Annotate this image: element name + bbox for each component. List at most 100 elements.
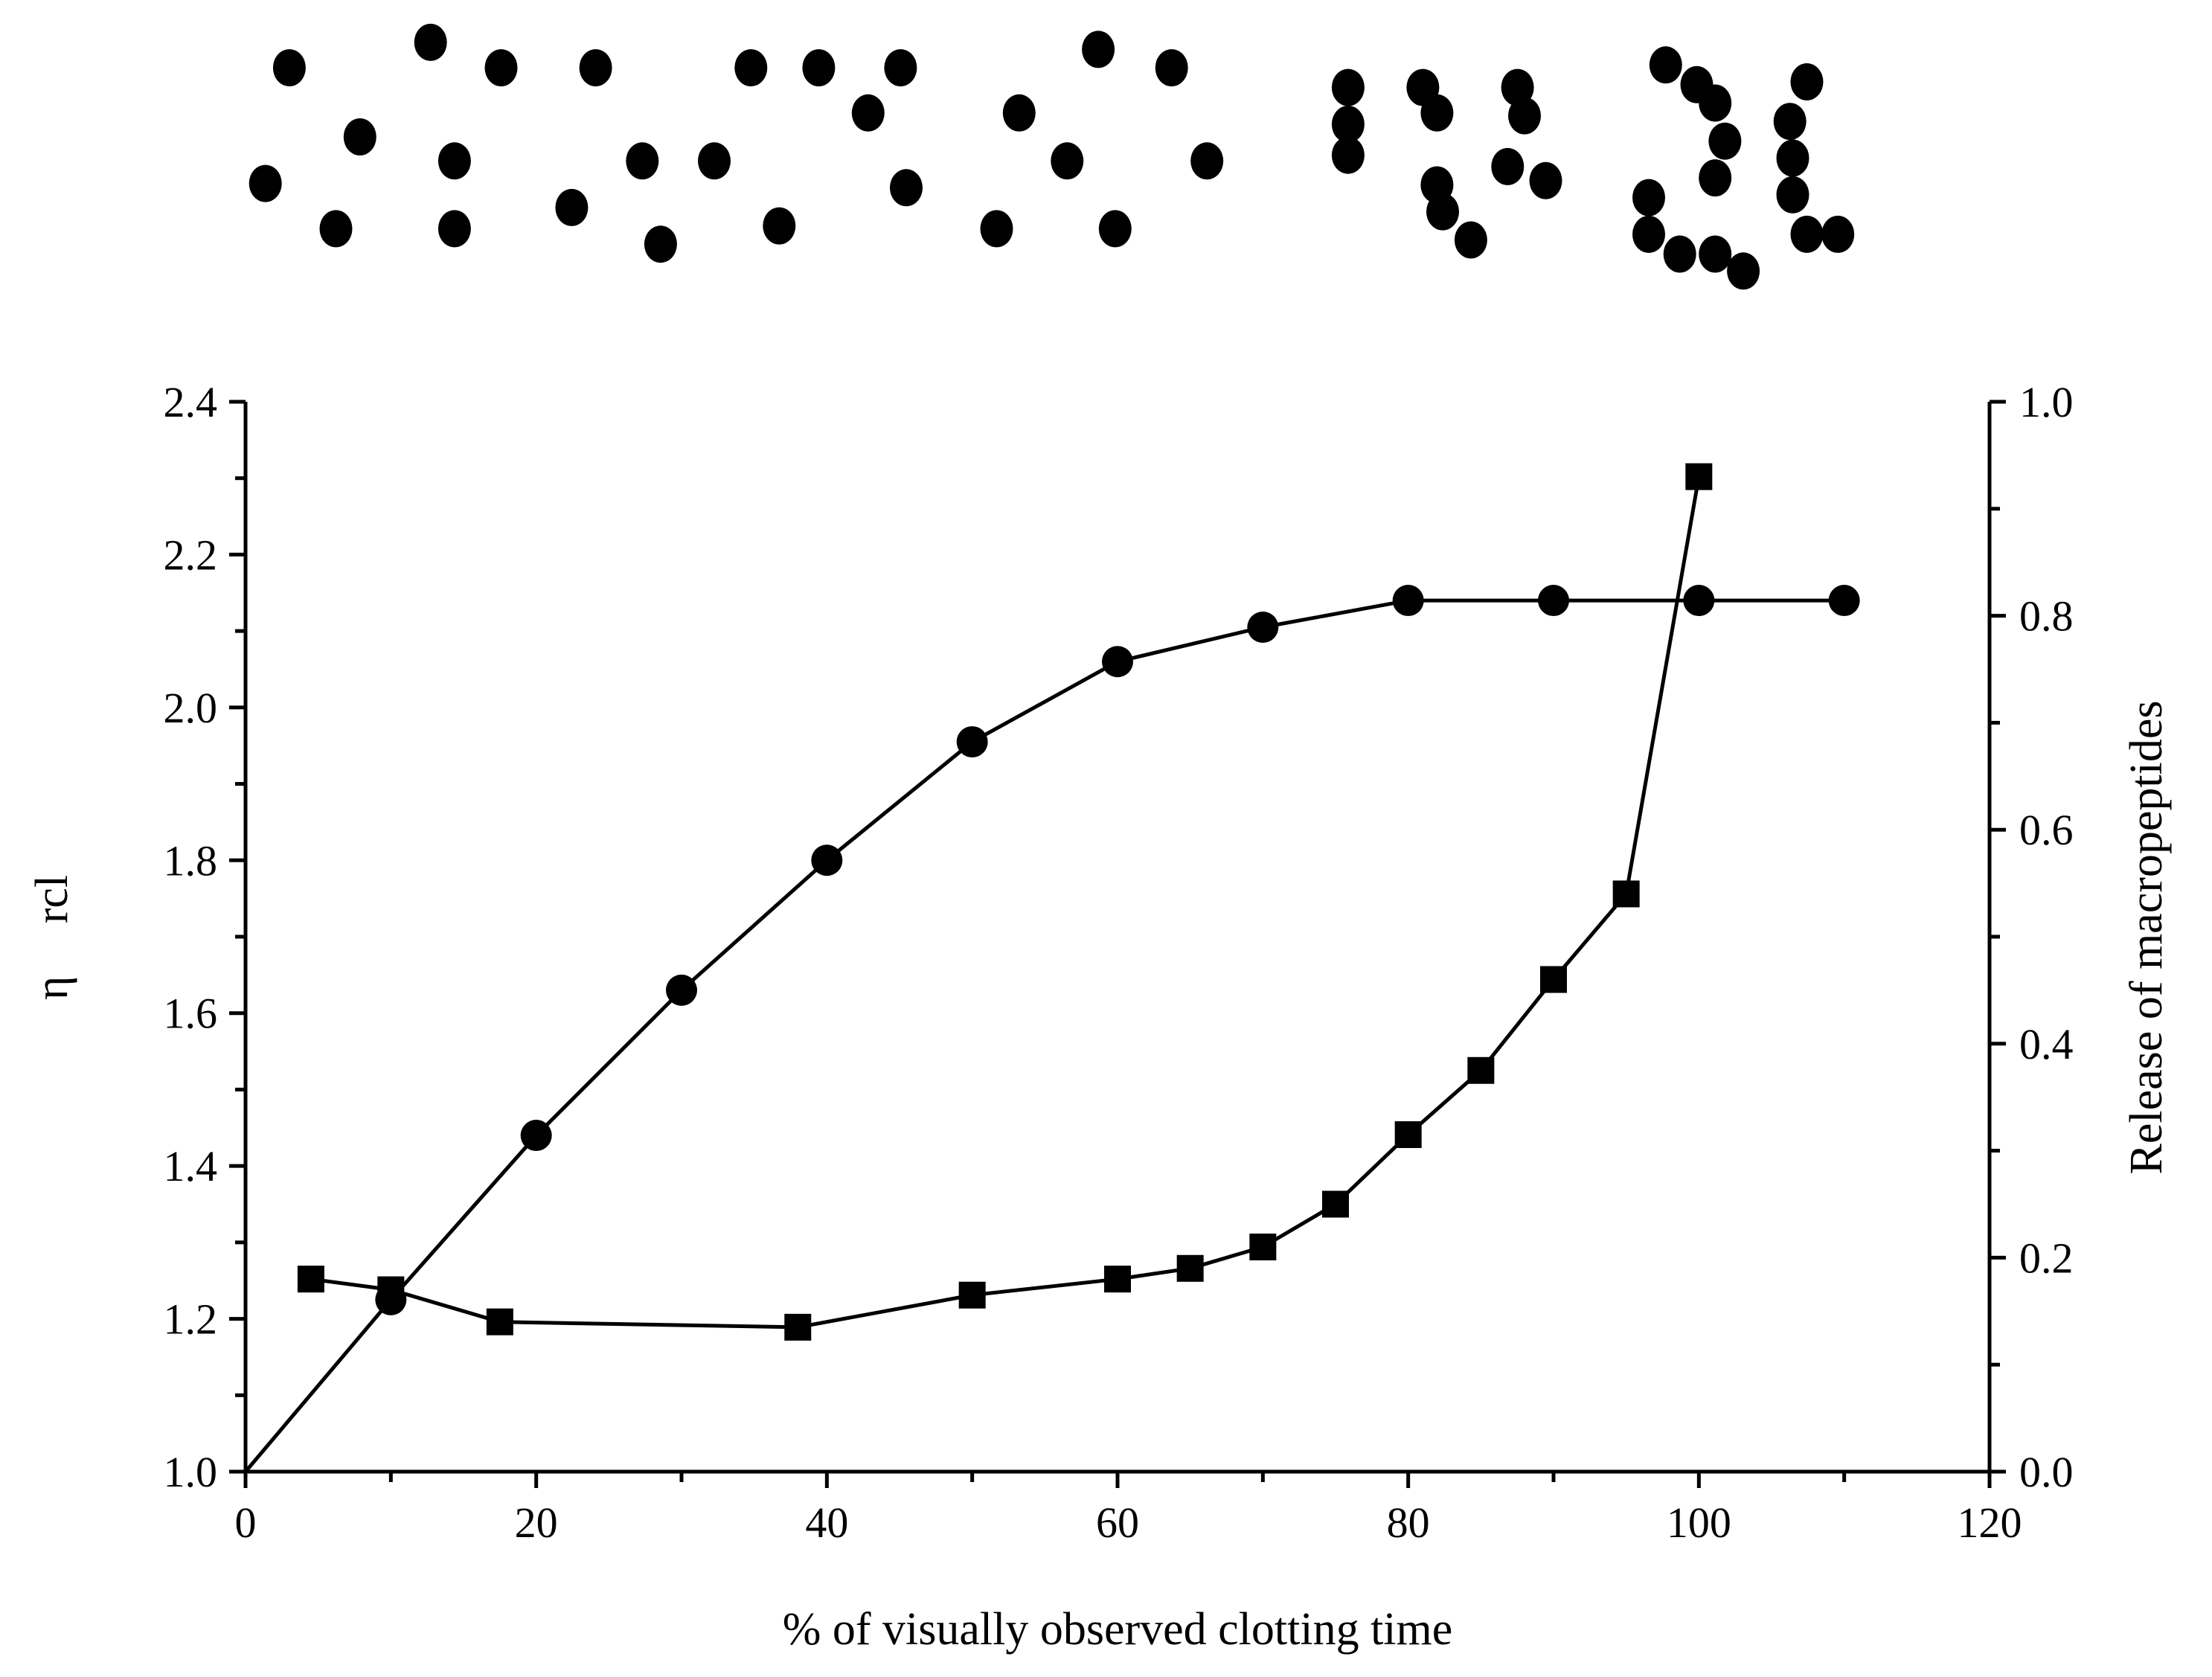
y-right-tick-label: 0.0 <box>2019 1448 2074 1496</box>
particle-dispersed <box>249 164 282 202</box>
y-right-tick-label: 0.4 <box>2019 1020 2074 1068</box>
y-left-tick-label: 1.4 <box>164 1142 218 1190</box>
particle-dispersed <box>1002 94 1036 132</box>
series-2-point <box>1322 1190 1349 1218</box>
particle-dispersed <box>1190 142 1224 180</box>
particle-aggregates <box>1821 215 1855 253</box>
series-2-point <box>958 1281 986 1309</box>
series-1-point <box>811 844 843 876</box>
x-tick-label: 100 <box>1667 1498 1731 1547</box>
y-left-tick-label: 1.8 <box>164 836 218 885</box>
particle-dispersed <box>1051 142 1084 180</box>
series-2-point <box>1540 966 1567 993</box>
series-2-point <box>377 1276 405 1304</box>
particle-dispersed <box>484 49 518 87</box>
series-2-point <box>1612 880 1640 908</box>
x-tick-label: 40 <box>805 1498 848 1547</box>
series-2-line <box>310 476 1701 1330</box>
series-2-point <box>486 1308 513 1335</box>
y-left-tick-label: 2.0 <box>164 684 218 732</box>
particle-chains <box>1491 147 1525 185</box>
particle-illustration <box>249 23 1855 290</box>
y-axis-right-title: Release of macropeptides <box>2121 701 2172 1175</box>
y-left-tick-label: 1.0 <box>164 1448 218 1496</box>
series-2-point <box>1104 1266 1131 1293</box>
series-1-point <box>520 1120 552 1152</box>
y-right-tick-label: 1.0 <box>2019 378 2074 426</box>
particle-chains <box>1454 221 1487 259</box>
series-2-point <box>1394 1121 1422 1149</box>
series-2-point <box>1176 1254 1204 1282</box>
particle-chains <box>1420 94 1454 132</box>
svg-text:η rcl: η rcl <box>27 875 77 1000</box>
particle-aggregates <box>1727 252 1760 290</box>
particle-aggregates <box>1776 139 1809 177</box>
particle-chains <box>1331 136 1365 174</box>
particle-chains <box>1331 68 1365 106</box>
particle-aggregates <box>1773 103 1807 141</box>
particle-chains <box>1529 161 1562 199</box>
particle-aggregates <box>1790 215 1824 253</box>
series-1-point <box>1683 585 1715 617</box>
y-left-tick-label: 2.4 <box>164 378 218 426</box>
particle-dispersed <box>626 142 659 180</box>
series-1-point <box>1247 612 1279 644</box>
particle-aggregates <box>1699 159 1732 197</box>
series-2-point <box>297 1266 324 1293</box>
particle-dispersed <box>890 169 923 207</box>
series <box>244 463 1860 1473</box>
series-2-point <box>1685 463 1713 490</box>
particle-aggregates <box>1649 46 1682 84</box>
particle-dispersed <box>802 49 836 87</box>
particle-dispersed <box>555 188 589 226</box>
particle-chains <box>1331 106 1365 143</box>
particle-aggregates <box>1663 235 1696 273</box>
y-axis-left-title: η rcl <box>27 875 77 1000</box>
x-tick-label: 0 <box>235 1498 257 1547</box>
particle-dispersed <box>1098 210 1132 248</box>
series-1-line <box>244 598 1844 1473</box>
x-tick-label: 120 <box>1958 1498 2022 1547</box>
y-right-tick-label: 0.6 <box>2019 806 2074 854</box>
y-left-tick-label: 1.6 <box>164 990 218 1038</box>
series-1-point <box>1538 585 1569 617</box>
particle-dispersed <box>272 49 306 87</box>
series-1-point <box>1828 585 1860 617</box>
particle-aggregates <box>1776 176 1809 214</box>
particle-dispersed <box>698 142 731 180</box>
particle-aggregates <box>1708 122 1742 160</box>
series-2-point <box>784 1313 812 1341</box>
series-2-point <box>1249 1234 1277 1261</box>
y-left-tick-label: 1.2 <box>164 1295 218 1344</box>
particle-dispersed <box>414 23 447 61</box>
series-1-point <box>666 974 697 1006</box>
particle-dispersed <box>1082 31 1115 68</box>
particle-dispersed <box>437 210 471 248</box>
particle-dispersed <box>763 207 796 245</box>
svg-text:Release of macropeptides: Release of macropeptides <box>2121 701 2172 1175</box>
series-2-point <box>1467 1056 1495 1084</box>
y-right-tick-label: 0.8 <box>2019 592 2074 641</box>
particle-dispersed <box>980 210 1013 248</box>
particle-chains <box>1426 193 1459 231</box>
particle-dispersed <box>319 210 353 248</box>
particle-aggregates <box>1699 84 1732 122</box>
particle-dispersed <box>734 49 768 87</box>
particle-aggregates <box>1790 63 1824 100</box>
series-1-point <box>1102 646 1133 678</box>
ticks: 0 20 40 60 80 100 120 1.0 1.2 1.4 1.6 1.8 2.0 2.2 2.4 0… <box>164 378 2074 1547</box>
x-tick-label: 80 <box>1387 1498 1430 1547</box>
x-tick-label: 20 <box>515 1498 558 1547</box>
particle-aggregates <box>1632 179 1665 217</box>
particle-dispersed <box>644 225 677 263</box>
particle-dispersed <box>579 49 612 87</box>
particle-dispersed <box>884 49 917 87</box>
particle-aggregates <box>1699 235 1732 273</box>
y-axis-left-symbol: η <box>27 976 77 1000</box>
y-right-tick-label: 0.2 <box>2019 1234 2074 1282</box>
series-1-point <box>956 726 988 758</box>
x-axis-title: % of visually observed clotting time <box>783 1604 1453 1655</box>
particle-chains <box>1501 68 1534 106</box>
particle-dispersed <box>437 142 471 180</box>
